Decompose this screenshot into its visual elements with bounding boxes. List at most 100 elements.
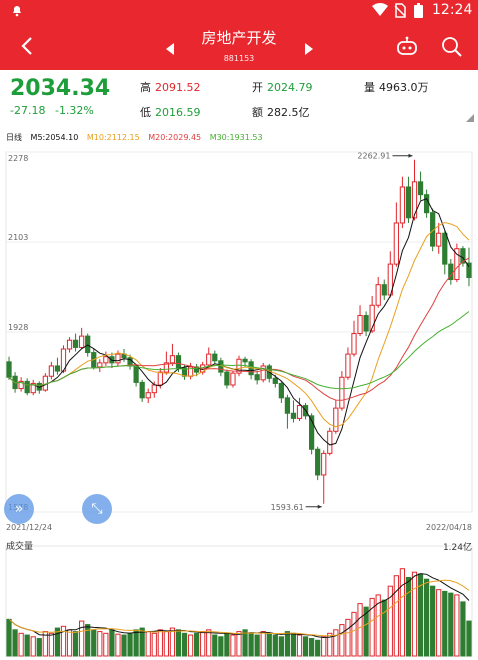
candle-body bbox=[206, 353, 212, 366]
volume-bar bbox=[60, 625, 67, 657]
volume-bar bbox=[393, 575, 399, 657]
candle-body bbox=[224, 371, 230, 386]
volume-bar bbox=[363, 606, 369, 657]
candle-body bbox=[296, 405, 303, 419]
candle-body bbox=[230, 372, 236, 386]
volume-bar bbox=[139, 627, 145, 657]
candle-body bbox=[357, 315, 363, 335]
end-date-label: 2022/04/18 bbox=[426, 523, 472, 532]
volume-bar bbox=[200, 631, 206, 657]
volume-bar bbox=[85, 624, 91, 657]
fullscreen-button[interactable]: ⤡ bbox=[82, 494, 112, 524]
volume-bar bbox=[466, 620, 472, 657]
volume-bar bbox=[442, 590, 448, 657]
fullscreen-icon: ⤡ bbox=[91, 501, 103, 517]
open-label: 开 bbox=[252, 81, 263, 94]
candle-body bbox=[72, 339, 79, 348]
volume-bar bbox=[272, 634, 278, 657]
volume-bar bbox=[405, 576, 412, 657]
ma5-label: M5:2054.10 bbox=[30, 133, 79, 142]
volume-bar bbox=[91, 629, 97, 657]
open-field: 开 2024.79 bbox=[252, 79, 313, 95]
volume-bar bbox=[260, 631, 266, 657]
candle-body bbox=[79, 335, 85, 348]
candle-body bbox=[272, 377, 278, 384]
high-field: 高 2091.52 bbox=[140, 79, 201, 95]
volume-bar bbox=[423, 578, 430, 657]
back-arrow-icon[interactable] bbox=[20, 36, 34, 60]
candle-body bbox=[139, 381, 145, 399]
volume-bar bbox=[430, 585, 436, 657]
candle-body bbox=[103, 356, 109, 364]
candle-body bbox=[254, 374, 260, 381]
y-tick-label: 2103 bbox=[8, 233, 28, 242]
candle-body bbox=[381, 284, 387, 296]
volume-bar bbox=[242, 629, 248, 657]
candle-body bbox=[242, 358, 248, 363]
candle-body bbox=[278, 382, 284, 399]
y-tick-label: 2278 bbox=[8, 154, 28, 163]
status-bar: 12:24 bbox=[0, 0, 478, 22]
volume-bar bbox=[254, 634, 260, 657]
expand-left-button[interactable]: » bbox=[4, 494, 34, 524]
corner-arrow-icon bbox=[466, 107, 474, 126]
volume-value: 4963.0万 bbox=[379, 81, 429, 94]
volume-bar bbox=[79, 620, 85, 657]
volume-bar bbox=[284, 631, 291, 657]
candle-body bbox=[423, 194, 430, 214]
candle-body bbox=[454, 248, 460, 281]
candle-body bbox=[54, 365, 61, 372]
low-value: 2016.59 bbox=[155, 106, 201, 119]
price-change: -27.18 -1.32% bbox=[10, 104, 94, 117]
volume-bar bbox=[351, 611, 357, 657]
page-title: 房地产开发 bbox=[201, 29, 277, 47]
volume-max-label: 1.24亿 bbox=[442, 543, 472, 553]
candle-body bbox=[399, 186, 406, 224]
candle-body bbox=[145, 392, 151, 399]
high-value: 2091.52 bbox=[155, 81, 201, 94]
ma-legend[interactable]: 日线 M5:2054.10 M10:2112.15 M20:2029.45 M3… bbox=[6, 132, 269, 143]
prev-triangle-icon[interactable] bbox=[166, 40, 175, 59]
battery-icon bbox=[414, 3, 423, 22]
volume-bar bbox=[212, 634, 218, 657]
low-arrow-head bbox=[317, 504, 322, 509]
volume-bar bbox=[339, 624, 345, 657]
low-field: 低 2016.59 bbox=[140, 104, 201, 120]
candle-body bbox=[327, 430, 333, 454]
candle-body bbox=[321, 452, 327, 476]
candle-body bbox=[85, 335, 91, 354]
volume-bar bbox=[6, 618, 12, 657]
change-value: -27.18 bbox=[10, 104, 46, 117]
ma10-line bbox=[8, 221, 470, 428]
low-label: 低 bbox=[140, 106, 151, 119]
kline-chart[interactable]: 2278210319281578 2262.911593.612021/12/2… bbox=[0, 140, 478, 660]
search-icon[interactable] bbox=[441, 36, 463, 62]
current-price: 2034.34 bbox=[10, 76, 111, 101]
candle-body bbox=[260, 365, 266, 381]
candle-body bbox=[315, 448, 321, 476]
volume-label: 量 bbox=[364, 81, 375, 94]
open-value: 2024.79 bbox=[267, 81, 313, 94]
robot-icon[interactable] bbox=[396, 35, 418, 61]
change-percent: -1.32% bbox=[54, 104, 94, 117]
next-triangle-icon[interactable] bbox=[304, 40, 313, 59]
clock: 12:24 bbox=[432, 2, 473, 18]
volume-bar bbox=[169, 627, 176, 657]
period-label[interactable]: 日线 bbox=[6, 133, 22, 142]
volume-bar bbox=[175, 629, 182, 657]
candle-body bbox=[466, 262, 472, 278]
volume-title: 成交量 bbox=[6, 542, 34, 552]
volume-bar bbox=[309, 638, 315, 657]
volume-bar bbox=[375, 594, 381, 657]
volume-bar bbox=[224, 632, 230, 657]
volume-bar bbox=[327, 632, 333, 657]
volume-bar bbox=[206, 629, 212, 657]
volume-bar bbox=[266, 632, 272, 657]
low-annotation: 1593.61 bbox=[271, 503, 304, 512]
volume-bar bbox=[411, 571, 418, 657]
volume-bar bbox=[357, 603, 363, 657]
volume-bar bbox=[399, 568, 406, 657]
candle-body bbox=[163, 362, 169, 373]
candle-body bbox=[284, 397, 291, 414]
candle-body bbox=[290, 412, 297, 419]
